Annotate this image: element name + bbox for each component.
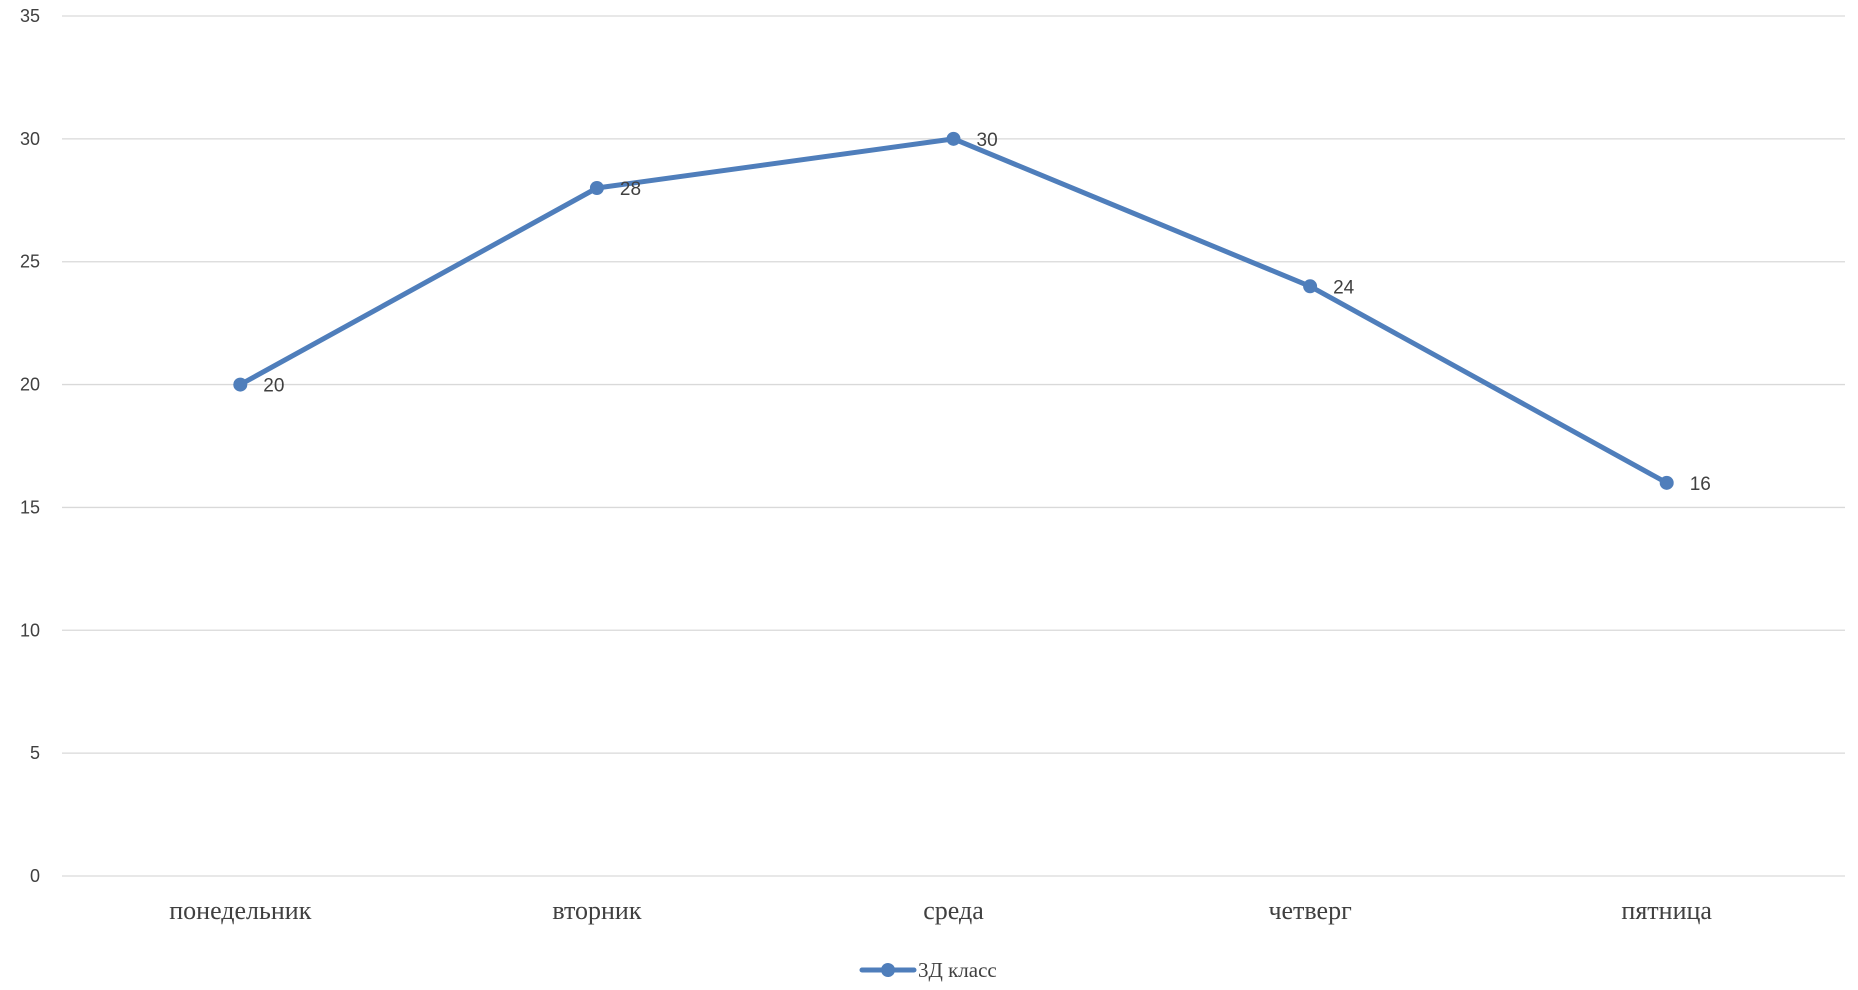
y-tick-label: 5 bbox=[30, 743, 40, 763]
y-tick-label: 10 bbox=[20, 620, 40, 640]
data-label: 20 bbox=[263, 376, 284, 397]
y-tick-label: 15 bbox=[20, 497, 40, 517]
x-tick-label: четверг bbox=[1268, 896, 1351, 925]
x-tick-label: понедельник bbox=[169, 896, 311, 925]
data-point-marker bbox=[1303, 279, 1318, 294]
y-tick-label: 20 bbox=[20, 375, 40, 395]
legend-marker-swatch bbox=[881, 963, 895, 977]
data-label: 24 bbox=[1333, 277, 1355, 298]
data-point-marker bbox=[589, 181, 604, 195]
y-tick-label: 30 bbox=[20, 129, 40, 149]
data-label: 30 bbox=[977, 130, 998, 151]
legend: 3Д класс bbox=[859, 958, 997, 982]
legend-label: 3Д класс bbox=[918, 958, 997, 982]
gridlines bbox=[62, 15, 1845, 877]
data-point-marker bbox=[233, 377, 248, 392]
data-label: 16 bbox=[1690, 474, 1711, 495]
data-label: 28 bbox=[620, 179, 641, 200]
x-tick-label: среда bbox=[923, 896, 984, 925]
y-axis-tick-labels: 0 5 10 15 20 25 30 35 bbox=[20, 6, 40, 886]
data-labels: 20 28 30 24 16 bbox=[263, 130, 1711, 495]
series-line bbox=[237, 136, 1670, 486]
x-tick-label: вторник bbox=[552, 896, 641, 925]
data-point-marker bbox=[1659, 475, 1674, 490]
y-tick-label: 0 bbox=[30, 866, 40, 886]
x-tick-label: пятница bbox=[1621, 896, 1712, 925]
data-point-marker bbox=[946, 131, 961, 146]
y-tick-label: 35 bbox=[20, 6, 40, 26]
x-axis-tick-labels: понедельник вторник среда четверг пятница bbox=[169, 896, 1712, 925]
y-tick-label: 25 bbox=[20, 252, 40, 272]
series-group bbox=[233, 131, 1674, 490]
